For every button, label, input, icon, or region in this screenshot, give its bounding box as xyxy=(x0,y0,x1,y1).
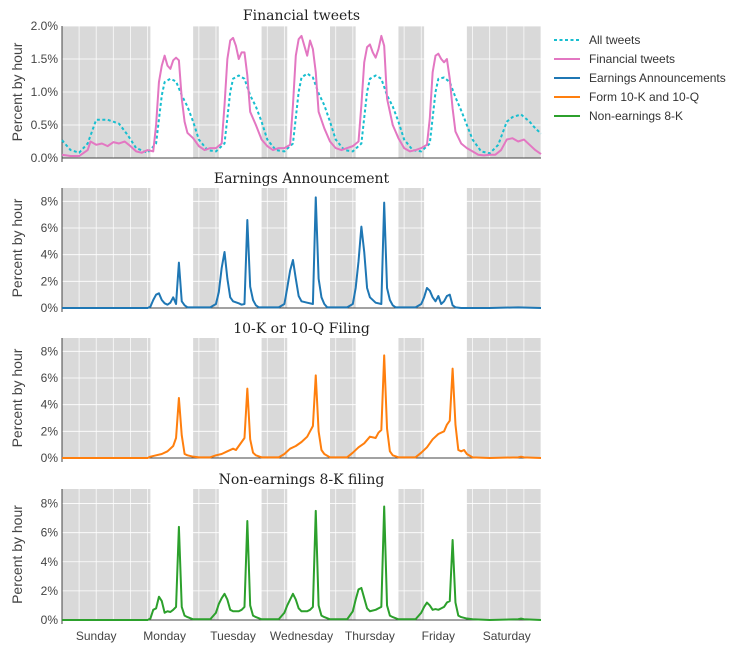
y-tick-label: 8% xyxy=(41,497,59,511)
series-line xyxy=(61,34,542,158)
y-tick-label: 8% xyxy=(41,194,59,208)
series-line xyxy=(62,354,542,459)
legend-label: Non-earnings 8-K xyxy=(589,108,684,123)
y-tick-label: 0.5% xyxy=(31,118,59,132)
panel-3: 0% 2% 4% 6% 8% 10-K or 10-Q Filing Percent by … xyxy=(9,321,542,465)
panel-title: 10-K or 10-Q Filing xyxy=(233,321,370,337)
x-tick-label: Friday xyxy=(422,629,455,643)
shade-block xyxy=(330,188,356,308)
x-tick-label: Sunday xyxy=(76,629,117,643)
shade-block xyxy=(398,338,425,458)
legend-entry: Non-earnings 8-K xyxy=(553,106,726,125)
y-axis-label: Percent by hour xyxy=(9,348,25,447)
y-tick-label: 2% xyxy=(41,424,59,438)
y-tick-label: 2.0% xyxy=(31,19,59,33)
y-axis-label: Percent by hour xyxy=(9,42,25,141)
shade-block xyxy=(330,489,356,620)
panel-2: 0% 2% 4% 6% 8% Earnings Announcement Percent b… xyxy=(9,171,542,315)
shade-block xyxy=(193,338,219,458)
legend-swatch xyxy=(553,91,581,103)
x-tick-label: Thursday xyxy=(345,629,395,643)
y-tick-label: 0% xyxy=(41,613,59,627)
y-tick-label: 4% xyxy=(41,555,59,569)
y-tick-label: 2% xyxy=(41,274,59,288)
panel-title: Financial tweets xyxy=(243,8,360,24)
legend-entry: Earnings Announcements xyxy=(553,68,726,87)
panel-1: 0.0% 0.5% 1.0% 1.5% 2.0% Financial tweets Perc… xyxy=(9,8,542,165)
y-axis-label: Percent by hour xyxy=(9,198,25,297)
y-tick-label: 0% xyxy=(41,301,59,315)
shade-block xyxy=(261,188,288,308)
y-tick-label: 6% xyxy=(41,221,59,235)
y-tick-label: 4% xyxy=(41,398,59,412)
y-tick-label: 8% xyxy=(41,344,59,358)
legend-label: Earnings Announcements xyxy=(589,70,726,85)
y-axis-label: Percent by hour xyxy=(9,505,25,604)
shade-block xyxy=(193,489,219,620)
y-tick-label: 0.0% xyxy=(31,151,59,165)
y-tick-label: 4% xyxy=(41,248,59,262)
y-tick-label: 1.0% xyxy=(31,85,59,99)
shade-block xyxy=(466,489,541,620)
y-tick-label: 0% xyxy=(41,451,59,465)
x-tick-label: Tuesday xyxy=(210,629,256,643)
legend-swatch xyxy=(553,34,581,46)
legend-entry: All tweets xyxy=(553,30,726,49)
shade-block xyxy=(261,489,288,620)
x-tick-label: Saturday xyxy=(483,629,531,643)
shade-block xyxy=(62,338,151,458)
series-line xyxy=(62,196,542,309)
legend-entry: Form 10-K and 10-Q xyxy=(553,87,726,106)
series-line xyxy=(61,72,542,155)
series-line xyxy=(62,505,542,621)
legend-label: All tweets xyxy=(589,32,641,47)
shade-block xyxy=(330,338,356,458)
shade-block xyxy=(261,338,288,458)
y-tick-label: 1.5% xyxy=(31,52,59,66)
panel-title: Non-earnings 8-K filing xyxy=(219,472,385,488)
panel-4: 0% 2% 4% 6% 8% Non-earnings 8-K filing Percent… xyxy=(9,472,542,627)
y-tick-label: 6% xyxy=(41,526,59,540)
y-tick-label: 6% xyxy=(41,371,59,385)
legend-swatch xyxy=(553,53,581,65)
panel-title: Earnings Announcement xyxy=(214,171,390,187)
x-tick-label: Wednesday xyxy=(270,629,333,643)
legend-label: Form 10-K and 10-Q xyxy=(589,89,700,104)
shade-block xyxy=(398,489,425,620)
x-tick-label: Monday xyxy=(143,629,186,643)
shade-block xyxy=(62,489,151,620)
legend-label: Financial tweets xyxy=(589,51,676,66)
y-tick-label: 2% xyxy=(41,584,59,598)
shade-block xyxy=(62,188,151,308)
shade-block xyxy=(398,188,425,308)
legend-entry: Financial tweets xyxy=(553,49,726,68)
chart-legend: All tweets Financial tweets Earnings Annou… xyxy=(553,30,726,125)
legend-swatch xyxy=(553,110,581,122)
shade-block xyxy=(466,338,541,458)
shade-block xyxy=(466,188,541,308)
legend-swatch xyxy=(553,72,581,84)
shade-block xyxy=(193,188,219,308)
